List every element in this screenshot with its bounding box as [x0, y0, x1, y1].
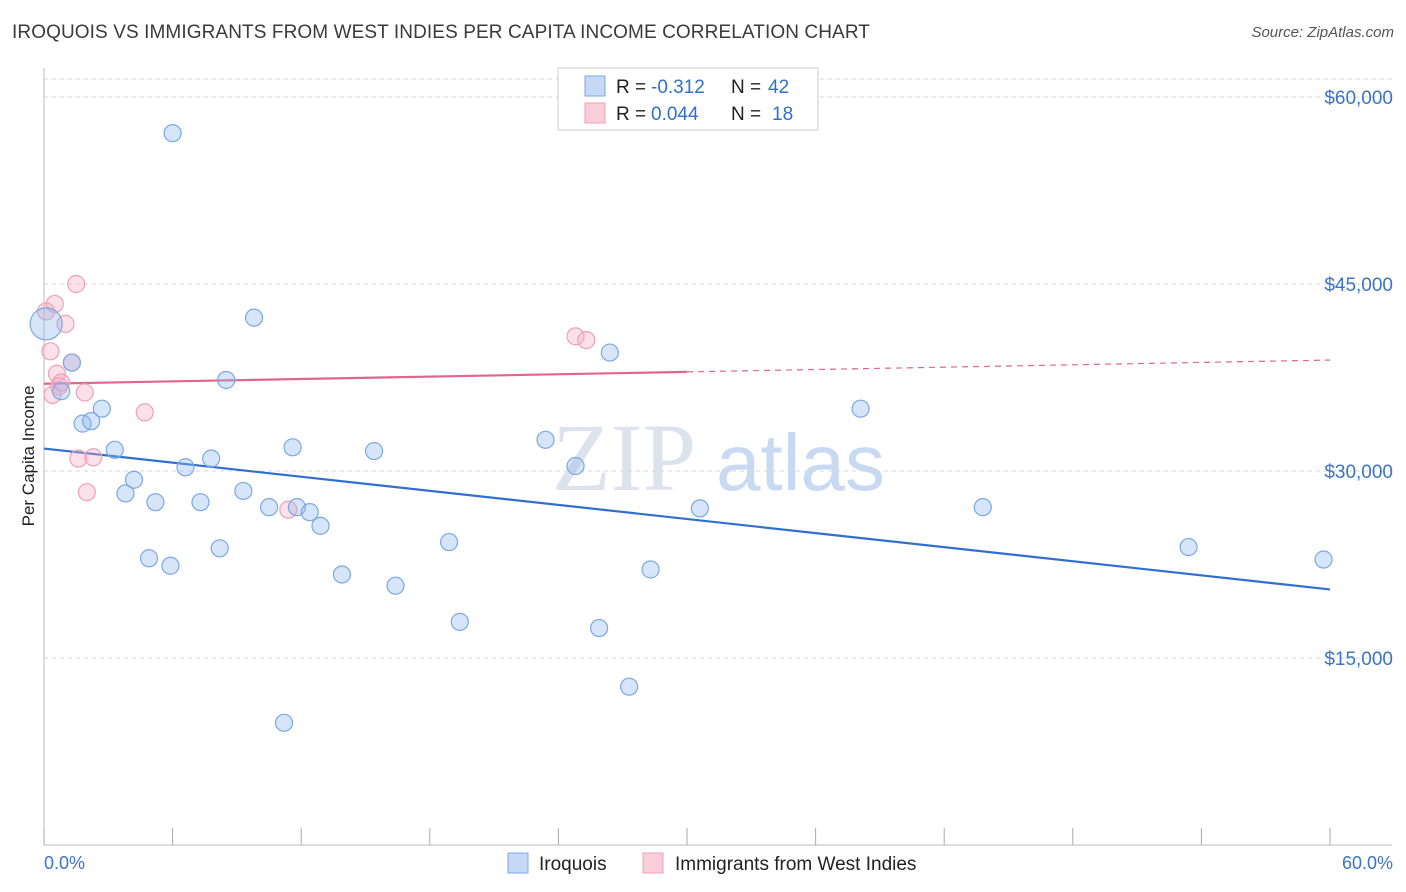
trend-line-west-indies [43, 370, 688, 385]
point-iroquois-33 [590, 618, 609, 638]
bottom-legend-iroquois: Iroquois [539, 854, 607, 875]
axes [43, 68, 1392, 846]
point-west-indies-16 [577, 331, 596, 350]
chart-title: IROQUOIS VS IMMIGRANTS FROM WEST INDIES … [12, 22, 871, 43]
x-ticks [43, 828, 1331, 845]
point-iroquois-38 [851, 399, 870, 418]
point-iroquois-2 [62, 353, 81, 372]
legend-n-value-2: 18 [772, 104, 793, 125]
point-iroquois-40 [1179, 537, 1198, 557]
point-iroquois-35 [620, 677, 639, 696]
x-tick-label-max: 60.0% [1342, 853, 1393, 873]
series-iroquois-points [29, 124, 1333, 732]
legend-box: R = -0.312 N = 42 R = 0.044 N = 18 [557, 67, 819, 131]
trend-line-west-indies-extension [686, 359, 1331, 373]
watermark-atlas: atlas [716, 418, 885, 507]
point-iroquois-34 [600, 343, 619, 362]
point-west-indies-11 [77, 483, 96, 502]
y-tick-label-30000: $30,000 [1324, 462, 1393, 483]
point-iroquois-21 [274, 713, 294, 732]
point-iroquois-17 [234, 481, 253, 501]
y-tick-label-15000: $15,000 [1324, 649, 1393, 670]
point-iroquois-14 [191, 493, 210, 512]
point-iroquois-15 [202, 449, 221, 468]
point-iroquois-28 [386, 576, 405, 595]
point-west-indies-15 [566, 327, 585, 346]
legend-n-label-2: N = [731, 104, 761, 125]
y-tick-label-60000: $60,000 [1324, 88, 1393, 109]
point-iroquois-0 [29, 307, 63, 341]
grid-lines [44, 78, 1392, 659]
trend-lines [43, 359, 1331, 591]
point-iroquois-18 [217, 370, 236, 390]
point-iroquois-20 [259, 498, 279, 517]
point-iroquois-32 [566, 456, 585, 476]
watermark: ZIP atlas [552, 404, 885, 511]
point-iroquois-13 [176, 458, 195, 477]
legend-n-value-1: 42 [768, 77, 789, 98]
point-iroquois-5 [92, 399, 111, 418]
point-iroquois-24 [300, 503, 319, 522]
point-iroquois-37 [690, 499, 709, 518]
legend-r-label-1: R = [616, 77, 646, 98]
point-iroquois-25 [311, 516, 330, 535]
point-iroquois-10 [146, 493, 165, 512]
trend-line-iroquois [43, 447, 1331, 591]
legend-r-label-2: R = [616, 104, 646, 125]
point-west-indies-9 [69, 449, 88, 468]
point-west-indies-12 [84, 448, 103, 467]
point-iroquois-16 [210, 539, 229, 558]
source-credit: Source: ZipAtlas.com [1251, 24, 1394, 41]
point-iroquois-7 [116, 484, 135, 503]
point-west-indies-8 [67, 274, 86, 294]
bottom-legend: Iroquois Immigrants from West Indies [507, 852, 916, 875]
point-west-indies-1 [41, 342, 60, 361]
legend-r-value-2: 0.044 [651, 104, 699, 125]
y-tick-label-45000: $45,000 [1324, 275, 1393, 296]
y-axis-label: Per Capita Income [19, 386, 38, 527]
point-west-indies-13 [135, 403, 154, 422]
point-iroquois-6 [105, 440, 124, 459]
point-iroquois-26 [332, 565, 352, 584]
point-iroquois-29 [439, 532, 459, 552]
point-iroquois-27 [364, 441, 384, 461]
point-iroquois-8 [124, 470, 144, 489]
bottom-legend-swatch-iroquois [507, 852, 529, 874]
point-iroquois-1 [52, 382, 71, 401]
y-tick-labels: $15,000 $30,000 $45,000 $60,000 [1324, 88, 1393, 670]
series-west-indies-points [37, 274, 596, 519]
legend-swatch-west-indies [584, 102, 606, 124]
legend-n-label-1: N = [731, 77, 761, 98]
point-iroquois-31 [536, 430, 555, 449]
point-west-indies-10 [75, 383, 94, 402]
point-iroquois-19 [244, 308, 264, 327]
point-iroquois-41 [1314, 550, 1333, 569]
bottom-legend-swatch-west-indies [642, 852, 664, 874]
point-iroquois-9 [139, 549, 159, 568]
legend-r-value-1: -0.312 [651, 77, 705, 98]
point-iroquois-12 [163, 124, 182, 143]
point-iroquois-11 [161, 556, 180, 575]
legend-swatch-iroquois [584, 75, 606, 97]
point-iroquois-39 [973, 498, 992, 517]
point-iroquois-36 [641, 560, 660, 579]
point-iroquois-4 [82, 412, 101, 431]
bottom-legend-west-indies: Immigrants from West Indies [675, 854, 916, 875]
x-tick-label-min: 0.0% [44, 853, 85, 873]
point-iroquois-22 [283, 438, 302, 457]
point-iroquois-30 [450, 612, 469, 631]
